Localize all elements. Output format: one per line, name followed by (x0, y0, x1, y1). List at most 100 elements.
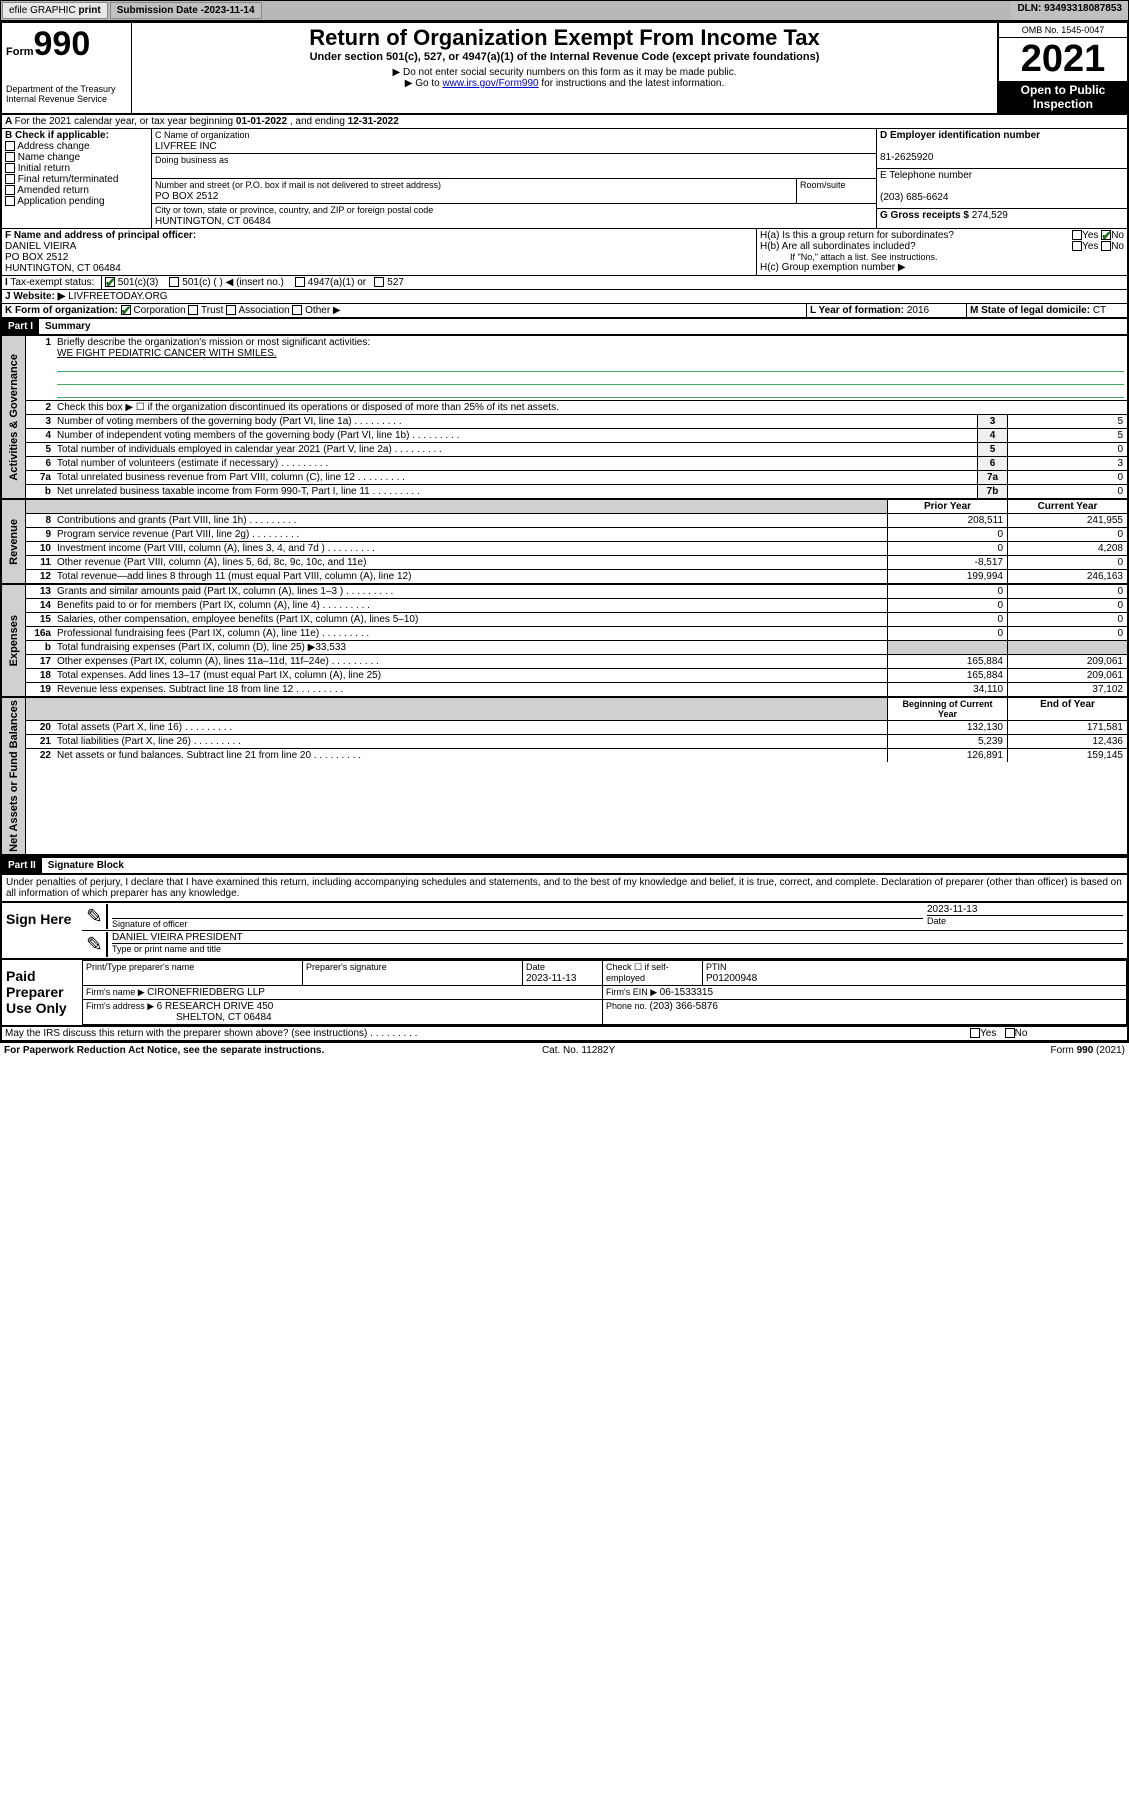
l21: Total liabilities (Part X, line 26) (54, 735, 887, 748)
final-checkbox[interactable] (5, 174, 15, 184)
501c-label: 501(c) ( ) ◀ (insert no.) (182, 277, 284, 288)
efile-print-button[interactable]: efile GRAPHIC print (2, 2, 108, 19)
prep-name-label: Print/Type preparer's name (86, 962, 194, 972)
trust-label: Trust (201, 305, 223, 316)
l6-text: Total number of volunteers (estimate if … (54, 457, 977, 470)
irs-yes-checkbox[interactable] (970, 1028, 980, 1038)
exp-label: Expenses (6, 613, 22, 668)
cy14: 0 (1007, 599, 1127, 612)
part1-title: Summary (39, 319, 97, 334)
irs-link[interactable]: www.irs.gov/Form990 (442, 78, 538, 89)
527-checkbox[interactable] (374, 277, 384, 287)
amended-checkbox[interactable] (5, 185, 15, 195)
py10: 0 (887, 542, 1007, 555)
org-name: LIVFREE INC (155, 141, 217, 152)
l2-text: Check this box ▶ ☐ if the organization d… (54, 401, 1127, 414)
form-org-row: K Form of organization: Corporation Trus… (0, 304, 1129, 319)
m-label: M State of legal domicile: (970, 305, 1093, 316)
pending-checkbox[interactable] (5, 196, 15, 206)
submission-date: Submission Date - 2023-11-14 (110, 2, 262, 19)
hb-no-checkbox[interactable] (1101, 241, 1111, 251)
l1-text: Briefly describe the organization's miss… (57, 337, 370, 348)
cy-hdr: Current Year (1007, 500, 1127, 513)
corp-checkbox[interactable] (121, 305, 131, 315)
py16a: 0 (887, 627, 1007, 640)
cy11: 0 (1007, 556, 1127, 569)
open-inspection: Open to Public Inspection (999, 81, 1127, 113)
g-label: G Gross receipts $ (880, 210, 972, 221)
subtitle-3: ▶ Go to www.irs.gov/Form990 for instruct… (138, 78, 991, 89)
form-title: Return of Organization Exempt From Incom… (138, 25, 991, 51)
gov-section: Activities & Governance 1 Briefly descri… (0, 336, 1129, 500)
year-formation: 2016 (907, 305, 929, 316)
mission-text: WE FIGHT PEDIATRIC CANCER WITH SMILES. (57, 348, 277, 359)
ha-label: H(a) Is this a group return for subordin… (760, 230, 954, 241)
assoc-checkbox[interactable] (226, 305, 236, 315)
firm-phone-label: Phone no. (606, 1001, 650, 1011)
py19: 34,110 (887, 683, 1007, 696)
j-label: Website: ▶ (13, 291, 65, 302)
ha-yes-checkbox[interactable] (1072, 230, 1082, 240)
e-label: E Telephone number (880, 170, 972, 181)
sig-date: 2023-11-13 (927, 904, 1123, 915)
k-label: K Form of organization: (5, 305, 118, 316)
l13: Grants and similar amounts paid (Part IX… (54, 585, 887, 598)
opt-amended: Amended return (17, 185, 89, 196)
cy19: 37,102 (1007, 683, 1127, 696)
officer-name-line: DANIEL VIEIRA PRESIDENT (112, 932, 1123, 943)
py18: 165,884 (887, 669, 1007, 682)
website-value: LIVFREETODAY.ORG (68, 291, 167, 302)
ptin-label: PTIN (706, 962, 727, 972)
irs-no-checkbox[interactable] (1005, 1028, 1015, 1038)
l15: Salaries, other compensation, employee b… (54, 613, 887, 626)
ha-no-checkbox[interactable] (1101, 230, 1111, 240)
dba-label: Doing business as (155, 155, 229, 165)
mission-line (57, 360, 1124, 372)
box-b-label: B Check if applicable: (5, 130, 109, 141)
officer-row: F Name and address of principal officer:… (0, 229, 1129, 276)
boc-hdr: Beginning of Current Year (887, 698, 1007, 720)
period-text: For the 2021 calendar year, or tax year … (15, 116, 236, 127)
l7b-text: Net unrelated business taxable income fr… (54, 485, 977, 498)
hb-yes-checkbox[interactable] (1072, 241, 1082, 251)
addr-change-checkbox[interactable] (5, 141, 15, 151)
part2-title: Signature Block (42, 858, 130, 873)
l7a-text: Total unrelated business revenue from Pa… (54, 471, 977, 484)
initial-checkbox[interactable] (5, 163, 15, 173)
firm-city: SHELTON, CT 06484 (86, 1012, 272, 1023)
trust-checkbox[interactable] (188, 305, 198, 315)
officer-city: HUNTINGTON, CT 06484 (5, 263, 121, 274)
name-change-checkbox[interactable] (5, 152, 15, 162)
period-begin: 01-01-2022 (236, 116, 287, 127)
v6: 3 (1007, 457, 1127, 470)
py11: -8,517 (887, 556, 1007, 569)
l14: Benefits paid to or for members (Part IX… (54, 599, 887, 612)
opt-name: Name change (18, 152, 80, 163)
footer-left: For Paperwork Reduction Act Notice, see … (4, 1045, 324, 1056)
501c3-checkbox[interactable] (105, 277, 115, 287)
website-row: J Website: ▶ LIVFREETODAY.ORG (0, 290, 1129, 304)
hb-note: If "No," attach a list. See instructions… (760, 252, 1124, 262)
501c-checkbox[interactable] (169, 277, 179, 287)
subtitle-1: Under section 501(c), 527, or 4947(a)(1)… (138, 51, 991, 63)
tax-status-row: I Tax-exempt status: 501(c)(3) 501(c) ( … (0, 276, 1129, 290)
4947-checkbox[interactable] (295, 277, 305, 287)
city-label: City or town, state or province, country… (155, 205, 433, 215)
cy16a: 0 (1007, 627, 1127, 640)
org-city: HUNTINGTON, CT 06484 (155, 216, 271, 227)
l11: Other revenue (Part VIII, column (A), li… (54, 556, 887, 569)
mission-line (57, 386, 1124, 398)
other-checkbox[interactable] (292, 305, 302, 315)
footer-mid: Cat. No. 11282Y (542, 1045, 615, 1056)
eoy-hdr: End of Year (1007, 698, 1127, 720)
py16b (887, 641, 1007, 654)
d-label: D Employer identification number (880, 130, 1040, 141)
v4: 5 (1007, 429, 1127, 442)
type-name-label: Type or print name and title (112, 943, 1123, 954)
net-label: Net Assets or Fund Balances (6, 698, 22, 854)
rev-label: Revenue (6, 517, 22, 567)
opt-final: Final return/terminated (18, 174, 119, 185)
part2-label: Part II (2, 858, 42, 873)
py20: 132,130 (887, 721, 1007, 734)
net-section: Net Assets or Fund Balances Beginning of… (0, 698, 1129, 856)
